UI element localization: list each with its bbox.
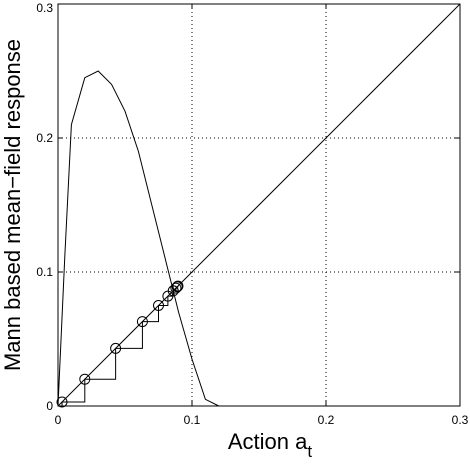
tick-labels: 0 0.1 0.2 0.3 0 0.1 0.2 0.3 bbox=[36, 1, 468, 427]
x-tick-label: 0 bbox=[55, 413, 62, 427]
iteration-point bbox=[79, 373, 91, 385]
x-axis-title-subscript: t bbox=[307, 442, 312, 461]
y-axis-title: Mann based mean−field response bbox=[0, 39, 25, 371]
identity-line bbox=[57, 3, 461, 407]
y-tick-label: 0.2 bbox=[36, 131, 53, 145]
y-tick-label: 0.3 bbox=[36, 1, 53, 15]
x-tick-label: 0.1 bbox=[184, 413, 201, 427]
iteration-point bbox=[153, 300, 164, 311]
iteration-point bbox=[171, 281, 183, 293]
plot-frame bbox=[57, 3, 461, 407]
iteration-point bbox=[170, 282, 182, 294]
x-tick-label: 0.3 bbox=[452, 413, 469, 427]
x-axis-title: Action at bbox=[228, 429, 313, 461]
iteration-point bbox=[56, 396, 68, 408]
x-tick-label: 0.2 bbox=[318, 413, 335, 427]
x-axis-title-main: Action a bbox=[228, 429, 308, 454]
series-layer bbox=[56, 3, 461, 408]
y-tick-label: 0.1 bbox=[36, 265, 53, 279]
grid bbox=[58, 4, 460, 406]
iteration-point bbox=[172, 280, 184, 292]
y-tick-label: 0 bbox=[46, 399, 53, 413]
iteration-point bbox=[136, 316, 148, 328]
iteration-point bbox=[110, 342, 122, 354]
response-curve bbox=[57, 70, 220, 407]
ticks bbox=[57, 3, 461, 407]
